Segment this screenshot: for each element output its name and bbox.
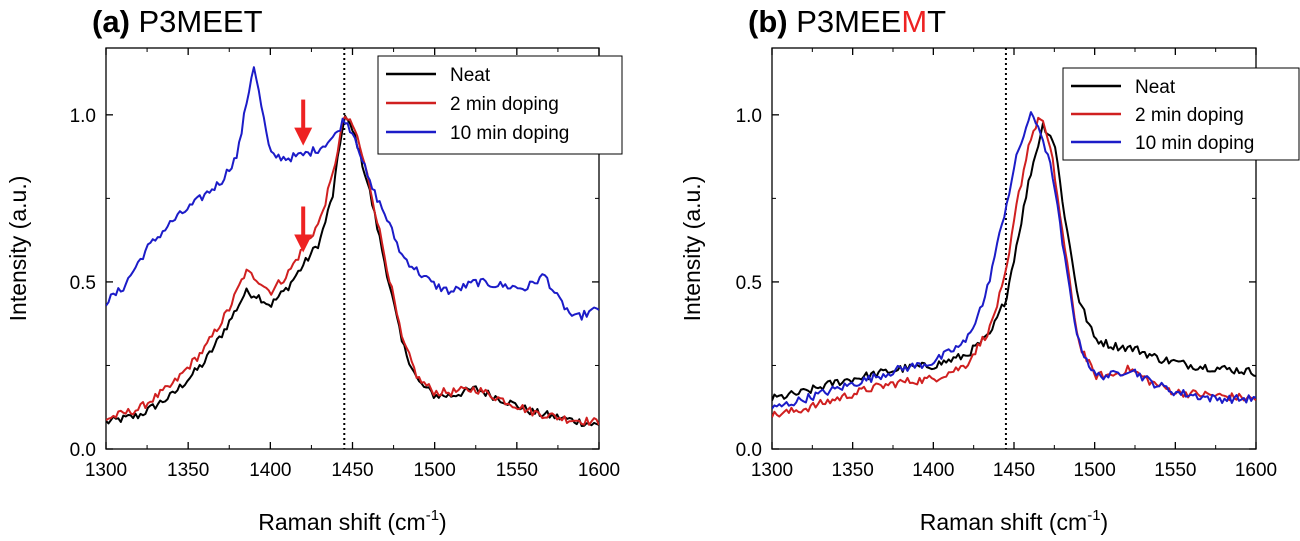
legend-label: 2 min doping bbox=[450, 94, 559, 115]
legend: Neat 2 min doping 10 min doping bbox=[1062, 67, 1300, 161]
y-axis-label: Intensity (a.u.) bbox=[5, 176, 31, 322]
title-part: P3MEE bbox=[796, 4, 901, 39]
y-tick-label: 1.0 bbox=[70, 106, 96, 127]
x-tick-label: 1600 bbox=[1235, 460, 1277, 481]
series-line bbox=[772, 122, 1256, 401]
title-part: T bbox=[927, 4, 946, 39]
x-tick-label: 1300 bbox=[751, 460, 793, 481]
x-tick-label: 1350 bbox=[167, 460, 209, 481]
y-axis-label: Intensity (a.u.) bbox=[679, 176, 705, 322]
x-axis-label-superscript: -1 bbox=[426, 507, 439, 524]
legend-label: 2 min doping bbox=[1135, 105, 1244, 126]
legend-label: 10 min doping bbox=[1135, 133, 1254, 154]
x-tick-label: 1350 bbox=[832, 460, 874, 481]
y-tick-label: 0.0 bbox=[736, 440, 762, 461]
panel-a: (a) P3MEET 1300 1350 1400 1450 1500 1550 1600 0.… bbox=[5, 4, 623, 535]
legend-label: 10 min doping bbox=[450, 123, 569, 144]
x-tick-label: 1450 bbox=[331, 460, 373, 481]
x-tick-label: 1300 bbox=[85, 460, 127, 481]
panel-title: (b) P3MEEMT bbox=[748, 4, 946, 39]
legend-box bbox=[377, 55, 623, 155]
x-tick-label: 1400 bbox=[249, 460, 291, 481]
panel-label: (a) bbox=[92, 4, 139, 39]
x-axis-label-text: Raman shift (cm bbox=[920, 509, 1087, 535]
series-line bbox=[106, 114, 599, 427]
series-line bbox=[772, 111, 1256, 410]
title-part: M bbox=[901, 4, 927, 39]
panel-title: (a) P3MEET bbox=[92, 4, 263, 39]
legend-label: Neat bbox=[1135, 77, 1176, 98]
y-tick-label: 0.5 bbox=[736, 273, 762, 294]
annotation-arrow-head bbox=[294, 234, 313, 253]
x-axis-label-close: ) bbox=[1101, 509, 1109, 535]
annotation-arrow-head bbox=[294, 127, 313, 146]
title-part: P3MEET bbox=[139, 4, 263, 39]
series-line bbox=[106, 115, 599, 426]
x-tick-label: 1600 bbox=[578, 460, 620, 481]
x-axis-label-superscript: -1 bbox=[1087, 507, 1100, 524]
x-tick-label: 1400 bbox=[912, 460, 954, 481]
x-tick-label: 1500 bbox=[414, 460, 456, 481]
series-line bbox=[106, 66, 599, 321]
x-axis-label-close: ) bbox=[439, 509, 447, 535]
y-tick-label: 0.5 bbox=[70, 273, 96, 294]
legend: Neat 2 min doping 10 min doping bbox=[377, 55, 623, 155]
x-axis-label-text: Raman shift (cm bbox=[258, 509, 425, 535]
y-tick-label: 0.0 bbox=[70, 440, 96, 461]
panel-b: (b) P3MEEMT 1300 1350 1400 1450 1500 1550 1600 0… bbox=[679, 4, 1300, 535]
x-tick-label: 1450 bbox=[993, 460, 1035, 481]
y-tick-label: 1.0 bbox=[736, 106, 762, 127]
x-axis-label: Raman shift (cm-1) bbox=[258, 507, 446, 535]
legend-label: Neat bbox=[450, 65, 491, 86]
x-tick-label: 1550 bbox=[1154, 460, 1196, 481]
x-axis-label: Raman shift (cm-1) bbox=[920, 507, 1108, 535]
x-tick-label: 1550 bbox=[496, 460, 538, 481]
panel-label: (b) bbox=[748, 4, 796, 39]
x-tick-label: 1500 bbox=[1074, 460, 1116, 481]
